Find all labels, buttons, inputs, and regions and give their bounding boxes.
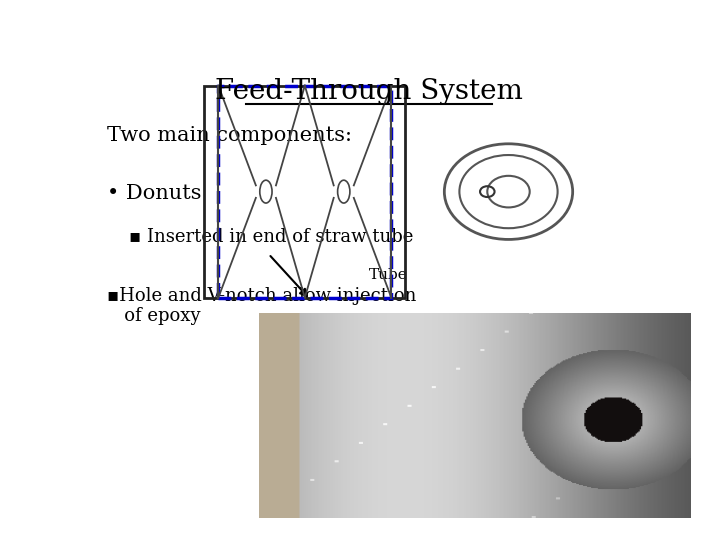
Text: Feed-Through System: Feed-Through System — [215, 78, 523, 105]
Text: of epoxy: of epoxy — [107, 307, 200, 326]
Text: ▪Hole and V-notch allow injection: ▪Hole and V-notch allow injection — [107, 287, 416, 305]
Text: ▪ Inserted in end of straw tube: ▪ Inserted in end of straw tube — [129, 228, 413, 246]
Text: Tube: Tube — [369, 268, 408, 282]
Bar — [218, 85, 392, 298]
Text: • Donuts: • Donuts — [107, 184, 202, 203]
Text: Two main components:: Two main components: — [107, 126, 352, 145]
